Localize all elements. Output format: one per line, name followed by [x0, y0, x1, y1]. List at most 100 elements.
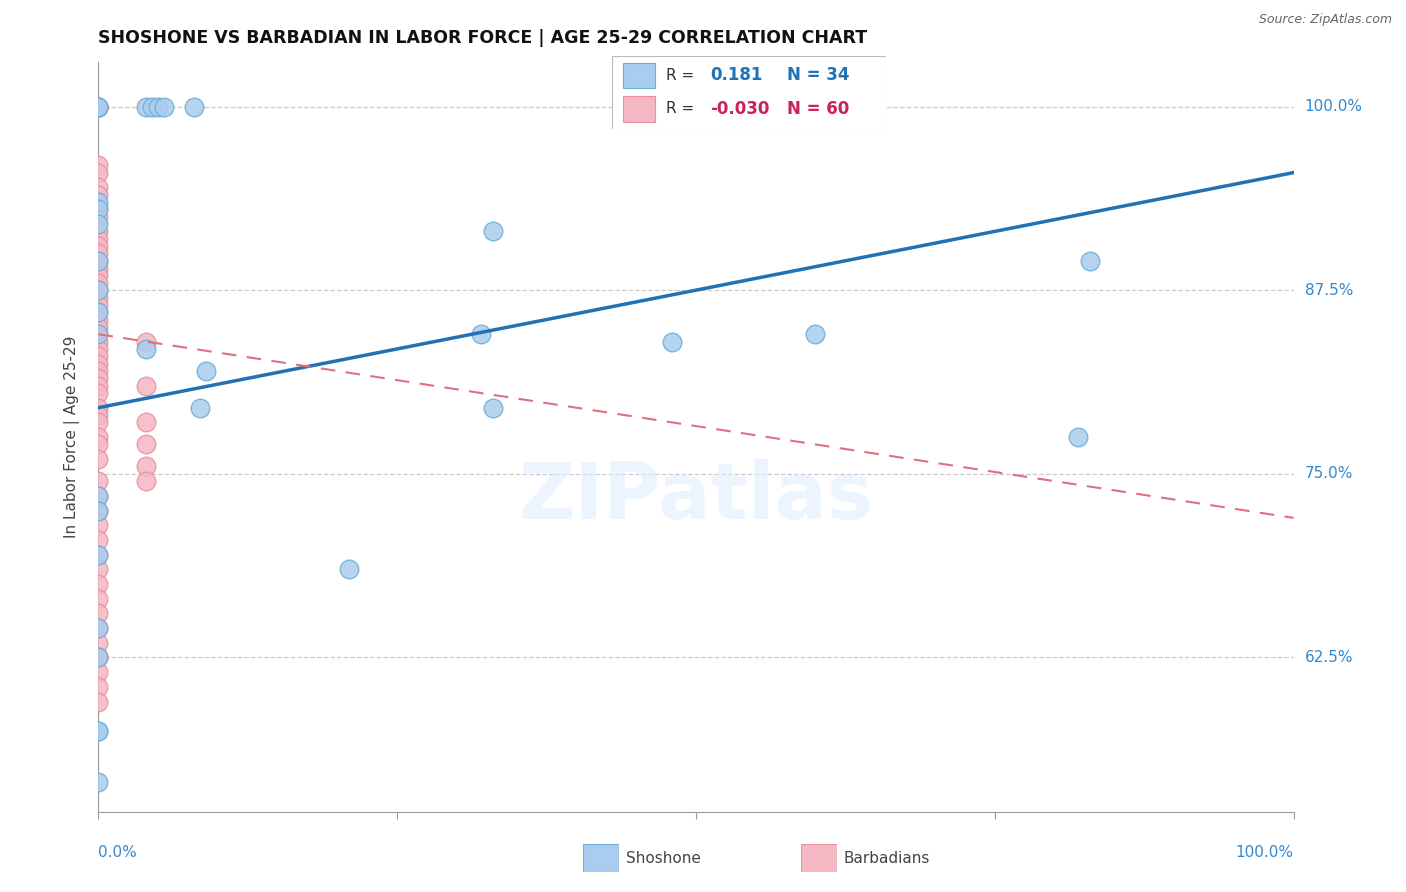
Point [87, 187, 110, 202]
Text: SHOSHONE VS BARBADIAN IN LABOR FORCE | AGE 25-29 CORRELATION CHART: SHOSHONE VS BARBADIAN IN LABOR FORCE | A… [98, 29, 868, 47]
Text: 100.0%: 100.0% [1236, 846, 1294, 861]
Point [87, 319, 110, 334]
Text: ZIPatlas: ZIPatlas [519, 459, 873, 535]
Point [87, 268, 110, 283]
Point [87, 246, 110, 260]
Text: Barbadians: Barbadians [844, 851, 929, 865]
Point [87, 261, 110, 276]
Point [87, 334, 110, 349]
Point [87, 291, 110, 305]
Point [87, 349, 110, 363]
Point [87, 408, 110, 422]
Point [87, 775, 110, 789]
Point [87, 202, 110, 217]
Text: 87.5%: 87.5% [1305, 283, 1353, 298]
Point [87, 680, 110, 694]
Point [87, 210, 110, 224]
FancyBboxPatch shape [801, 844, 837, 872]
Point [153, 99, 176, 113]
Point [1067, 430, 1090, 444]
Point [135, 437, 157, 451]
Point [661, 334, 683, 349]
Text: -0.030: -0.030 [710, 100, 769, 118]
Point [148, 99, 170, 113]
Point [183, 99, 205, 113]
Point [141, 99, 163, 113]
Point [481, 224, 505, 238]
Point [87, 283, 110, 297]
Point [87, 232, 110, 246]
Point [87, 636, 110, 650]
Point [87, 371, 110, 385]
Point [804, 327, 827, 342]
Point [135, 334, 157, 349]
Text: 75.0%: 75.0% [1305, 467, 1353, 482]
Point [87, 723, 110, 738]
Text: 0.181: 0.181 [710, 66, 762, 84]
Text: R =: R = [666, 68, 695, 83]
Point [87, 430, 110, 444]
Point [87, 650, 110, 665]
Text: 0.0%: 0.0% [98, 846, 138, 861]
Point [87, 99, 110, 113]
Point [87, 401, 110, 415]
Point [87, 224, 110, 238]
Text: 62.5%: 62.5% [1305, 650, 1353, 665]
Point [87, 342, 110, 356]
Point [87, 621, 110, 635]
Point [87, 202, 110, 217]
Point [87, 357, 110, 371]
Point [87, 621, 110, 635]
Point [87, 723, 110, 738]
Point [87, 158, 110, 172]
FancyBboxPatch shape [623, 96, 655, 122]
Point [87, 650, 110, 665]
FancyBboxPatch shape [583, 844, 619, 872]
Point [87, 99, 110, 113]
Point [339, 562, 361, 576]
Point [87, 665, 110, 680]
Point [87, 312, 110, 326]
Text: 100.0%: 100.0% [1305, 99, 1362, 114]
Point [87, 239, 110, 253]
Text: Source: ZipAtlas.com: Source: ZipAtlas.com [1258, 13, 1392, 27]
Point [135, 378, 157, 392]
Point [1080, 253, 1102, 268]
Point [87, 253, 110, 268]
Point [87, 489, 110, 503]
Point [87, 650, 110, 665]
Text: Shoshone: Shoshone [626, 851, 700, 865]
Point [87, 577, 110, 591]
Point [87, 283, 110, 297]
Point [87, 518, 110, 533]
Point [87, 533, 110, 547]
Y-axis label: In Labor Force | Age 25-29: In Labor Force | Age 25-29 [65, 336, 80, 538]
Point [87, 217, 110, 231]
Point [87, 386, 110, 401]
Point [135, 474, 157, 488]
Point [87, 591, 110, 606]
FancyBboxPatch shape [623, 62, 655, 88]
Point [87, 99, 110, 113]
Point [87, 503, 110, 517]
Point [87, 166, 110, 180]
Text: N = 60: N = 60 [787, 100, 849, 118]
Point [87, 327, 110, 342]
Text: R =: R = [666, 102, 695, 116]
Point [87, 452, 110, 467]
Point [87, 327, 110, 342]
Point [481, 401, 505, 415]
Point [87, 194, 110, 209]
Point [87, 99, 110, 113]
Point [87, 99, 110, 113]
Point [87, 298, 110, 312]
Point [87, 562, 110, 576]
Point [87, 548, 110, 562]
Point [87, 276, 110, 290]
Text: N = 34: N = 34 [787, 66, 849, 84]
Point [87, 305, 110, 319]
Point [87, 416, 110, 430]
Point [87, 180, 110, 194]
Point [87, 503, 110, 517]
Point [135, 99, 157, 113]
